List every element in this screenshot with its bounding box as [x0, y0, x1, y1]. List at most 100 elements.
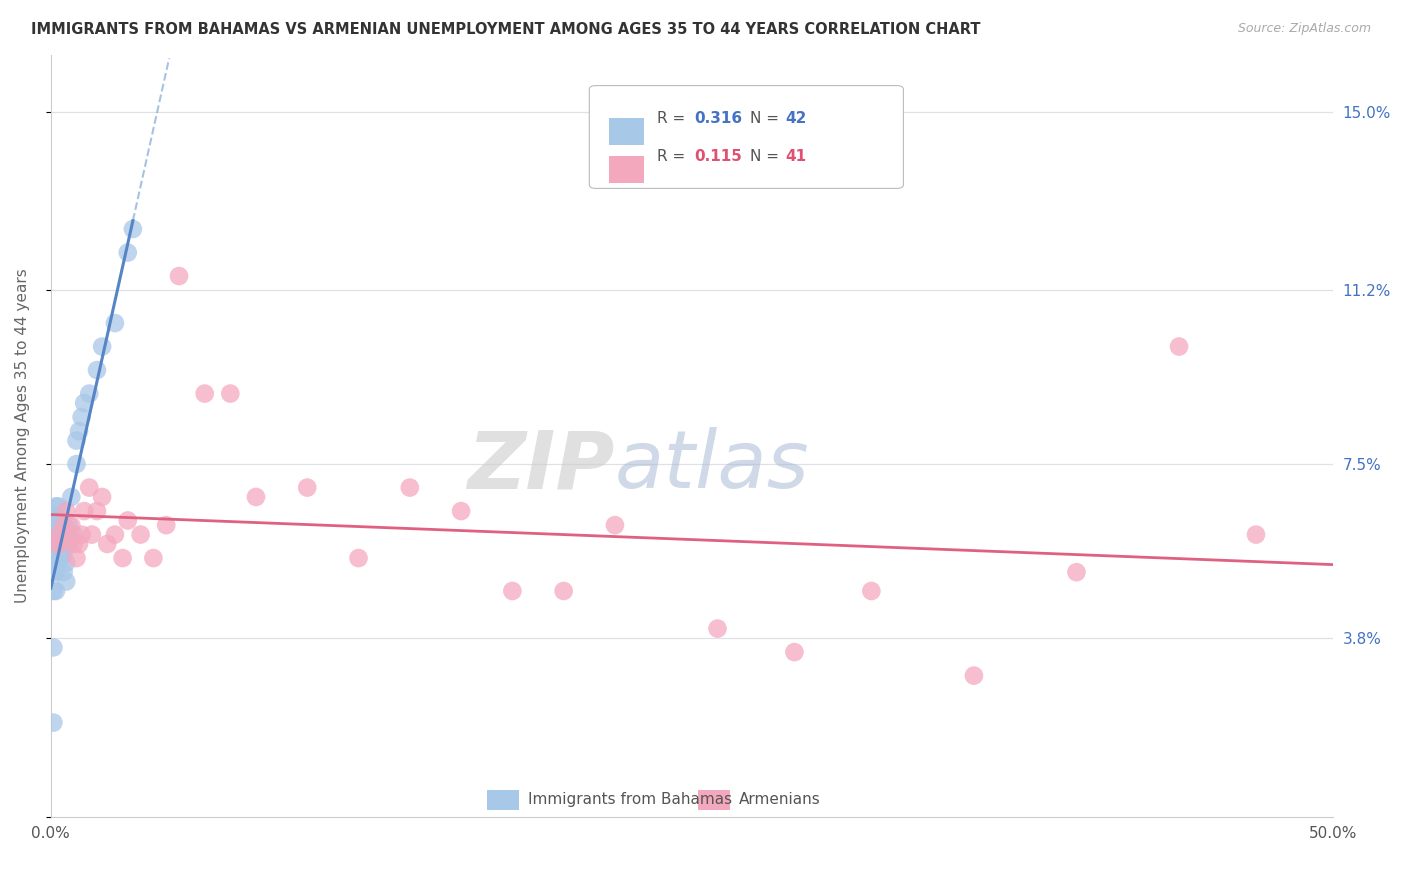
- Point: [86, 363, 108, 377]
- Point: [45, 518, 67, 533]
- Point: [60, 490, 83, 504]
- Point: [45, 500, 67, 514]
- Point: [91, 340, 114, 354]
- FancyBboxPatch shape: [589, 86, 904, 188]
- Point: [783, 645, 806, 659]
- Point: [65, 434, 87, 448]
- Point: [45, 584, 67, 599]
- Point: [219, 386, 242, 401]
- Text: R =: R =: [657, 111, 690, 126]
- Point: [142, 551, 165, 566]
- Point: [104, 527, 127, 541]
- Point: [45, 527, 67, 541]
- Point: [860, 584, 883, 599]
- Point: [79, 386, 101, 401]
- Point: [55, 556, 77, 570]
- Bar: [699, 790, 730, 810]
- Point: [167, 268, 190, 283]
- Point: [45, 537, 67, 551]
- Point: [42, 640, 65, 655]
- Point: [706, 622, 728, 636]
- Point: [52, 546, 75, 560]
- Point: [48, 556, 70, 570]
- Point: [60, 518, 83, 533]
- Point: [111, 551, 134, 566]
- Text: Source: ZipAtlas.com: Source: ZipAtlas.com: [1237, 22, 1371, 36]
- Point: [96, 537, 118, 551]
- Point: [1066, 565, 1088, 579]
- Point: [79, 481, 101, 495]
- Text: IMMIGRANTS FROM BAHAMAS VS ARMENIAN UNEMPLOYMENT AMONG AGES 35 TO 44 YEARS CORRE: IMMIGRANTS FROM BAHAMAS VS ARMENIAN UNEM…: [31, 22, 980, 37]
- Text: 42: 42: [786, 111, 807, 126]
- Point: [48, 527, 70, 541]
- Point: [58, 527, 80, 541]
- Point: [1244, 527, 1267, 541]
- Bar: [609, 118, 644, 145]
- Point: [73, 504, 96, 518]
- Point: [450, 504, 472, 518]
- Point: [86, 504, 108, 518]
- Point: [73, 396, 96, 410]
- Point: [67, 424, 90, 438]
- Point: [297, 481, 319, 495]
- Point: [52, 527, 75, 541]
- Point: [48, 513, 70, 527]
- Point: [42, 565, 65, 579]
- Point: [55, 574, 77, 589]
- Point: [603, 518, 626, 533]
- Point: [1168, 340, 1191, 354]
- Point: [42, 584, 65, 599]
- Point: [194, 386, 217, 401]
- Point: [347, 551, 370, 566]
- Point: [45, 508, 67, 523]
- Text: atlas: atlas: [614, 427, 810, 506]
- Point: [245, 490, 267, 504]
- Point: [117, 513, 139, 527]
- Point: [55, 504, 77, 518]
- Point: [48, 500, 70, 514]
- Point: [45, 537, 67, 551]
- Point: [104, 316, 127, 330]
- Point: [80, 527, 103, 541]
- Point: [65, 457, 87, 471]
- Point: [117, 245, 139, 260]
- Point: [122, 222, 145, 236]
- Text: N =: N =: [749, 149, 783, 164]
- Text: Immigrants from Bahamas: Immigrants from Bahamas: [527, 792, 733, 807]
- Point: [58, 537, 80, 551]
- Point: [48, 527, 70, 541]
- Point: [70, 410, 93, 425]
- Bar: [609, 156, 644, 183]
- Point: [42, 537, 65, 551]
- Point: [963, 668, 986, 682]
- Point: [49, 537, 72, 551]
- Point: [49, 551, 72, 566]
- Point: [70, 527, 93, 541]
- Point: [45, 565, 67, 579]
- Point: [398, 481, 420, 495]
- Point: [52, 565, 75, 579]
- Point: [49, 518, 72, 533]
- Point: [42, 715, 65, 730]
- Text: 0.316: 0.316: [695, 111, 742, 126]
- Point: [52, 518, 75, 533]
- Point: [48, 541, 70, 556]
- Text: Armenians: Armenians: [740, 792, 821, 807]
- Point: [45, 551, 67, 566]
- Point: [65, 551, 87, 566]
- Point: [91, 490, 114, 504]
- Point: [67, 537, 90, 551]
- Text: ZIP: ZIP: [468, 427, 614, 506]
- Point: [63, 537, 86, 551]
- Y-axis label: Unemployment Among Ages 35 to 44 years: Unemployment Among Ages 35 to 44 years: [15, 268, 30, 603]
- Bar: [486, 790, 519, 810]
- Point: [553, 584, 575, 599]
- Text: R =: R =: [657, 149, 690, 164]
- Point: [58, 518, 80, 533]
- Point: [501, 584, 523, 599]
- Point: [49, 537, 72, 551]
- Point: [63, 527, 86, 541]
- Point: [155, 518, 177, 533]
- Point: [42, 513, 65, 527]
- Point: [129, 527, 152, 541]
